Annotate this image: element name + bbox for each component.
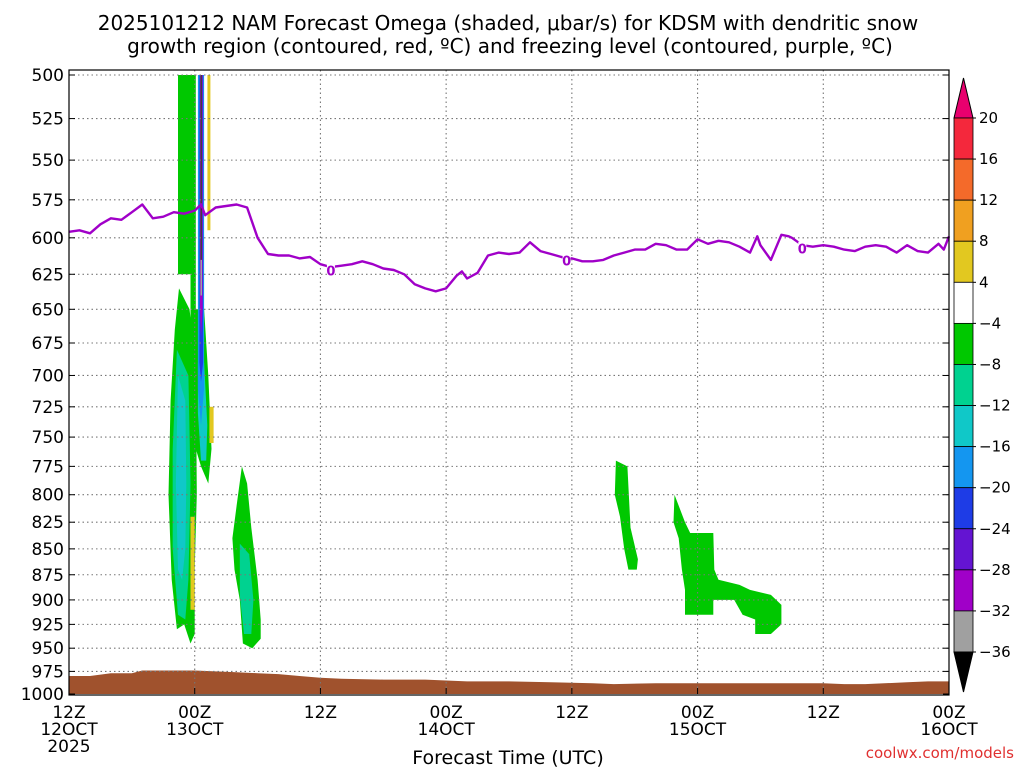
- omega-region: [200, 75, 202, 260]
- x-tick-label: 14OCT: [418, 720, 476, 740]
- y-tick-label: 750: [32, 428, 64, 448]
- colorbar-label: −28: [979, 561, 1011, 579]
- colorbar-label: 20: [979, 109, 998, 127]
- chart-title: 2025101212 NAM Forecast Omega (shaded, μ…: [98, 11, 919, 35]
- colorbar-label: −16: [979, 438, 1011, 456]
- credit-text: coolwx.com/models: [866, 744, 1014, 762]
- colorbar-label: 16: [979, 150, 998, 168]
- y-tick-label: 575: [32, 191, 64, 211]
- contour-label: 0: [326, 264, 335, 279]
- contour-label-bg: [326, 263, 335, 277]
- colorbar: 20 16 12 8 4 −4 −8 −12 −16 −20 −24 −28 −32 −36: [953, 77, 1011, 693]
- y-tick-label: 825: [32, 513, 64, 533]
- x-tick-label: 00Z: [681, 703, 714, 723]
- colorbar-band: [953, 240, 974, 283]
- omega-region: [204, 75, 208, 231]
- y-tick-label: 675: [32, 334, 64, 354]
- x-tick-label: 00Z: [430, 703, 463, 723]
- ground-fill: [69, 670, 949, 694]
- y-tick-label: 925: [32, 615, 64, 635]
- y-tick-label: 900: [32, 591, 64, 611]
- x-tick-label: 2025: [47, 737, 90, 757]
- colorbar-band: [953, 281, 974, 324]
- colorbar-label: −8: [979, 355, 1001, 373]
- x-tick-label: 12Z: [304, 703, 337, 723]
- contour-label-bg: [798, 241, 807, 255]
- y-tick-label: 650: [32, 300, 64, 320]
- colorbar-band: [953, 610, 974, 653]
- y-tick-label: 500: [32, 66, 64, 86]
- x-tick-label: 13OCT: [166, 720, 224, 740]
- omega-region: [673, 494, 782, 634]
- y-tick-label: 550: [32, 151, 64, 171]
- y-tick-label: 800: [32, 486, 64, 506]
- grid-lines: [69, 70, 949, 694]
- colorbar-label: −4: [979, 314, 1001, 332]
- omega-shading: [168, 75, 782, 649]
- x-tick-label: 12OCT: [40, 720, 98, 740]
- omega-region: [190, 516, 195, 610]
- chart-subtitle: growth region (contoured, red, ºC) and f…: [127, 34, 893, 58]
- omega-region: [614, 460, 638, 570]
- colorbar-band: [953, 446, 974, 489]
- y-tick-label: 850: [32, 540, 64, 560]
- y-tick-label: 1000: [21, 685, 64, 705]
- x-tick-label: 00Z: [178, 703, 211, 723]
- x-tick-label: 00Z: [932, 703, 965, 723]
- colorbar-band: [953, 364, 974, 406]
- x-axis-label: Forecast Time (UTC): [412, 747, 603, 768]
- contour-label-bg: [562, 253, 571, 267]
- y-tick-label: 775: [32, 457, 64, 477]
- y-tick-label: 625: [32, 265, 64, 285]
- ground-surface: [69, 670, 949, 694]
- colorbar-label: 12: [979, 191, 998, 209]
- colorbar-band: [953, 199, 974, 242]
- colorbar-label: −20: [979, 479, 1011, 497]
- freezing-level-contour: 0 0 0: [68, 203, 951, 293]
- x-tick-label: 12Z: [555, 703, 588, 723]
- colorbar-label: −32: [979, 602, 1011, 620]
- contour-label: 0: [798, 243, 807, 258]
- y-tick-label: 600: [32, 229, 64, 249]
- y-tick-label: 725: [32, 398, 64, 418]
- plot-frame: [68, 69, 950, 696]
- y-tick-label: 875: [32, 566, 64, 586]
- colorbar-band: [953, 117, 974, 160]
- colorbar-band: [953, 158, 974, 201]
- y-tick-label: 950: [32, 639, 64, 659]
- omega-region: [239, 543, 254, 634]
- x-tick-label: 12Z: [52, 703, 85, 723]
- omega-region: [178, 75, 191, 275]
- x-tick-label: 12Z: [807, 703, 840, 723]
- colorbar-band: [953, 569, 974, 612]
- y-axis-ticks: 500 525 550 575 600 625 650 675 700 725 750 775 800 8…: [21, 66, 949, 705]
- colorbar-arrow-bottom: [953, 651, 974, 693]
- colorbar-label: −24: [979, 520, 1011, 538]
- colorbar-label: −12: [979, 397, 1011, 415]
- x-tick-label: 15OCT: [669, 720, 727, 740]
- colorbar-label: 8: [979, 232, 989, 250]
- x-tick-label: 16OCT: [920, 720, 978, 740]
- contour-label: 0: [562, 254, 571, 269]
- colorbar-band: [953, 405, 974, 448]
- colorbar-arrow-top: [953, 77, 974, 119]
- omega-region: [209, 406, 214, 443]
- y-tick-label: 525: [32, 110, 64, 130]
- y-tick-label: 700: [32, 366, 64, 386]
- colorbar-band: [953, 487, 974, 530]
- colorbar-label: 4: [979, 273, 989, 291]
- colorbar-band: [953, 528, 974, 571]
- colorbar-label: −36: [979, 643, 1011, 661]
- omega-region: [207, 75, 211, 231]
- omega-region: [175, 375, 187, 580]
- y-tick-label: 975: [32, 662, 64, 682]
- colorbar-band: [953, 322, 974, 365]
